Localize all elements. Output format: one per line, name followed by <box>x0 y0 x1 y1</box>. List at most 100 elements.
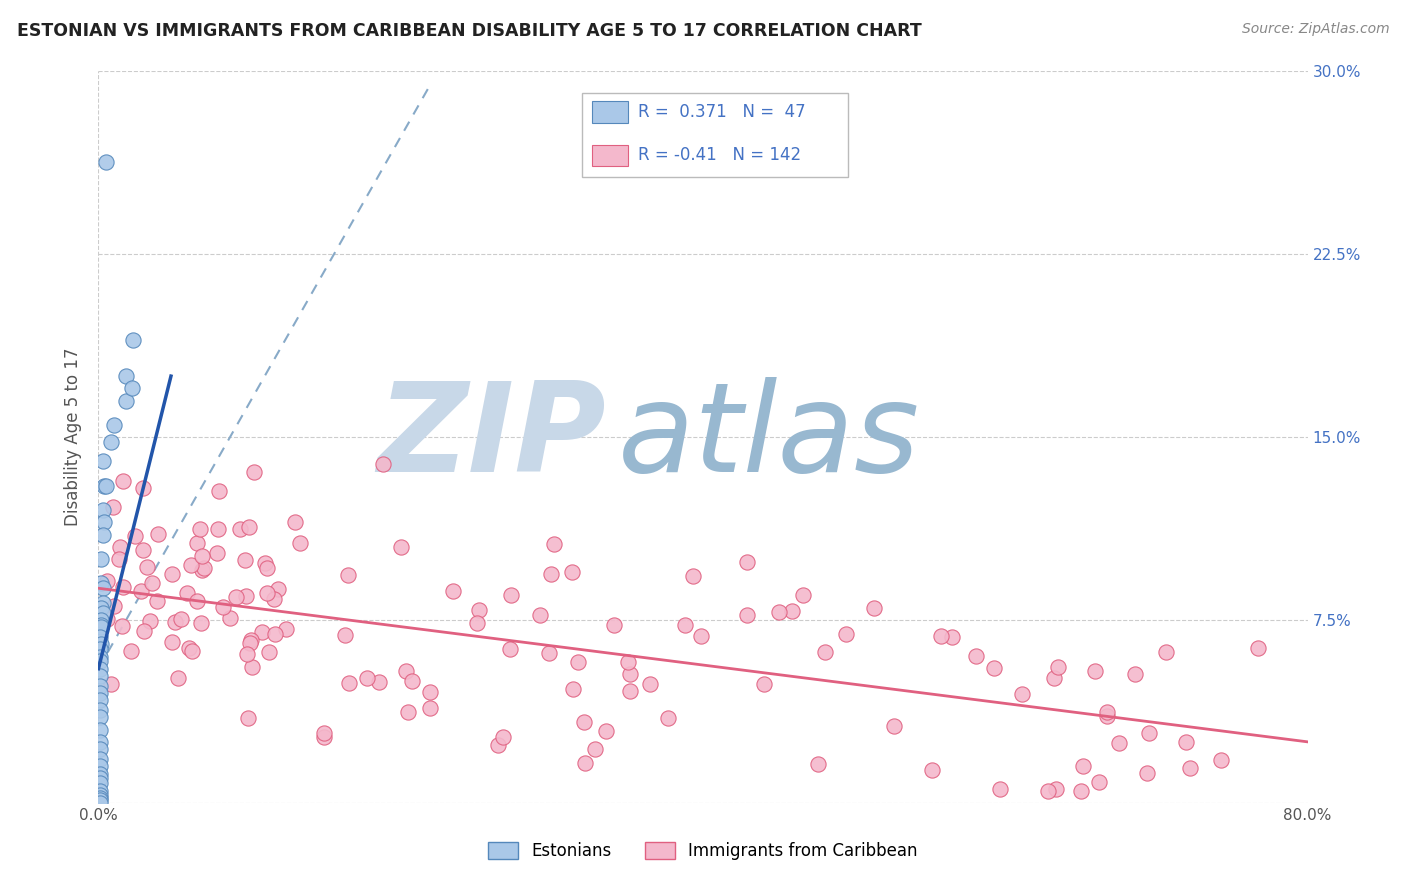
Point <box>941 630 963 644</box>
Point <box>419 701 441 715</box>
Point <box>931 629 953 643</box>
Point <box>236 711 259 725</box>
Point <box>356 671 378 685</box>
Point <box>988 781 1011 796</box>
Point <box>160 567 183 582</box>
Point <box>983 661 1005 675</box>
Point <box>111 475 134 489</box>
Point <box>835 627 858 641</box>
Point <box>188 522 211 536</box>
Point <box>96 574 118 588</box>
Point <box>256 586 278 600</box>
Point <box>219 611 242 625</box>
Point <box>1136 766 1159 780</box>
Point <box>574 756 596 770</box>
Point <box>89 796 111 810</box>
Point <box>176 585 198 599</box>
Point <box>1045 782 1067 797</box>
Point <box>1011 687 1033 701</box>
Point <box>186 594 208 608</box>
Point <box>441 584 464 599</box>
Text: R =  0.371   N =  47: R = 0.371 N = 47 <box>638 103 806 120</box>
Point <box>567 655 589 669</box>
Point <box>132 481 155 495</box>
Point <box>1180 761 1202 775</box>
Point <box>93 516 115 530</box>
Point <box>89 630 111 644</box>
Point <box>89 789 111 803</box>
Point <box>419 684 441 698</box>
Point <box>91 606 114 620</box>
Point <box>583 742 606 756</box>
Point <box>89 766 111 780</box>
Point <box>191 549 214 564</box>
Point <box>314 726 336 740</box>
Point <box>94 479 117 493</box>
Point <box>90 613 112 627</box>
Point <box>233 553 256 567</box>
FancyBboxPatch shape <box>592 145 628 167</box>
Text: Source: ZipAtlas.com: Source: ZipAtlas.com <box>1241 22 1389 37</box>
Point <box>540 567 562 582</box>
Point <box>207 546 229 560</box>
Point <box>921 763 943 777</box>
Point <box>211 599 233 614</box>
Point <box>243 465 266 479</box>
Point <box>190 616 212 631</box>
Text: ZIP: ZIP <box>378 376 606 498</box>
Point <box>336 568 359 582</box>
Point <box>467 603 489 617</box>
Point <box>208 483 231 498</box>
Point <box>89 654 111 668</box>
Point <box>1071 759 1094 773</box>
Point <box>100 434 122 449</box>
Point <box>499 588 522 602</box>
Point <box>108 552 131 566</box>
Point <box>108 541 131 555</box>
Point <box>139 614 162 628</box>
Point <box>529 608 551 623</box>
Point <box>1211 753 1233 767</box>
Point <box>863 601 886 615</box>
Point <box>90 637 112 651</box>
Point <box>89 759 111 773</box>
Point <box>89 693 111 707</box>
Point <box>690 629 713 643</box>
Point <box>673 618 696 632</box>
Point <box>792 587 814 601</box>
Point <box>90 617 112 632</box>
Point <box>465 616 488 631</box>
Point <box>240 660 263 674</box>
Point <box>91 596 114 610</box>
Point <box>1108 736 1130 750</box>
Point <box>235 589 257 603</box>
Point <box>229 522 252 536</box>
Point <box>595 723 617 738</box>
Point <box>120 644 142 658</box>
Point <box>239 636 262 650</box>
Point <box>89 772 111 786</box>
Point <box>1083 664 1105 678</box>
Point <box>225 590 247 604</box>
Point <box>371 457 394 471</box>
Point <box>170 612 193 626</box>
Point <box>238 520 260 534</box>
Point <box>90 600 112 615</box>
Point <box>89 710 111 724</box>
Point <box>368 674 391 689</box>
Point <box>284 516 307 530</box>
Point <box>883 719 905 733</box>
Point <box>1046 659 1069 673</box>
Point <box>91 527 114 541</box>
Point <box>90 552 112 566</box>
Point <box>735 607 758 622</box>
Point <box>1156 644 1178 658</box>
Point <box>1137 726 1160 740</box>
Point <box>617 656 640 670</box>
Point <box>768 605 790 619</box>
Point <box>103 500 125 515</box>
Point <box>94 154 117 169</box>
Point <box>657 710 679 724</box>
Point <box>401 674 423 689</box>
Point <box>1095 706 1118 720</box>
